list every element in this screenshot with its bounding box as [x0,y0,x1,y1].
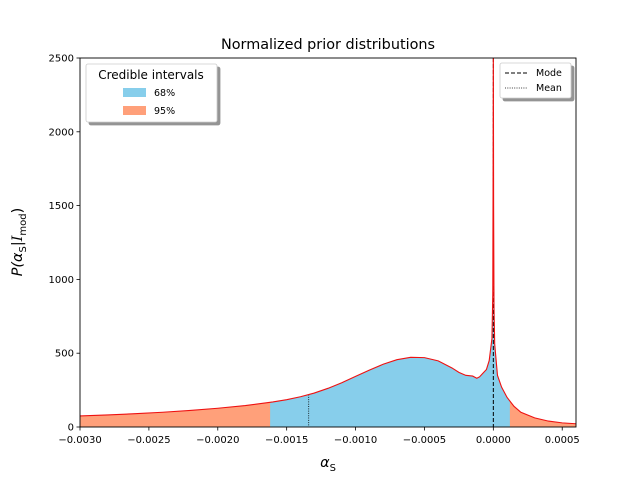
legend-box-left [85,63,218,123]
y-axis-label-sub2: mod [18,213,29,235]
x-tick-label: 0.0000 [476,435,511,446]
x-axis-label-base: α [320,455,330,471]
y-axis-label-sub1: S [18,246,29,252]
y-axis-label-script: I [10,235,26,242]
x-tick-label: −0.0020 [196,435,239,446]
y-tick-label: 2500 [49,54,74,65]
y-axis-label-suffix: ) [10,208,26,214]
x-tick-label: −0.0010 [334,435,377,446]
y-tick-label: 2000 [49,127,74,138]
x-tick-label: −0.0025 [127,435,170,446]
legend-label-95: 95% [154,106,175,117]
x-tick-label: 0.0005 [545,435,580,446]
y-tick-label: 500 [55,349,74,360]
y-axis-label-mid: | [10,241,26,246]
x-tick-label: −0.0030 [58,435,101,446]
legend-swatch-95 [123,106,146,115]
x-axis-label: αS [320,455,336,474]
y-tick-label: 0 [68,423,74,434]
legend-label-68: 68% [154,88,175,99]
y-axis: 0 500 1000 1500 2000 2500 [49,54,80,434]
legend-label-mean: Mean [536,83,562,94]
legend-swatch-68 [123,88,146,97]
y-axis-label-prefix: P(α [10,252,26,276]
x-tick-label: −0.0015 [265,435,308,446]
x-axis-label-sub: S [330,463,336,474]
mode-mean-legend: Mode Mean [499,62,572,99]
chart-title: Normalized prior distributions [221,37,435,53]
x-tick-label: −0.0005 [403,435,446,446]
legend-title: Credible intervals [98,68,204,82]
plot-area [80,58,576,427]
legend-label-mode: Mode [536,68,562,79]
y-axis-label: P(αS|Imod) [10,208,29,277]
prior-density-curve [80,58,576,425]
credible-intervals-legend: Credible intervals 68% 95% [85,63,218,123]
x-axis: −0.0030 −0.0025 −0.0020 −0.0015 −0.0010 −0.00… [58,427,580,446]
plot-frame [79,57,577,428]
y-tick-label: 1500 [49,201,74,212]
y-tick-label: 1000 [49,275,74,286]
credible-interval-68-fill [270,58,510,427]
legend-box-right [499,62,572,99]
